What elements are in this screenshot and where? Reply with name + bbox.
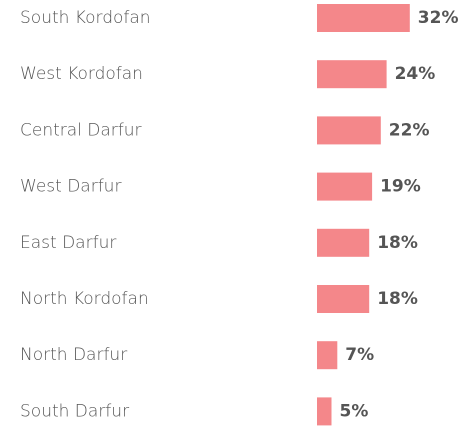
value-label: 7% xyxy=(345,345,374,365)
bar xyxy=(317,116,381,145)
value-label: 22% xyxy=(389,120,430,140)
value-label: 5% xyxy=(340,401,369,421)
value-label: 18% xyxy=(377,233,418,253)
bar xyxy=(317,341,338,370)
category-label: South Kordofan xyxy=(20,8,151,28)
value-label: 19% xyxy=(380,177,421,197)
category-label: North Kordofan xyxy=(20,289,149,309)
category-label: West Darfur xyxy=(20,177,121,197)
category-label: Central Darfur xyxy=(20,120,142,140)
bar xyxy=(317,397,332,426)
bar xyxy=(317,172,373,201)
category-label: West Kordofan xyxy=(20,64,143,84)
category-label: South Darfur xyxy=(20,401,129,421)
value-label: 32% xyxy=(418,8,459,28)
bar xyxy=(317,285,370,313)
bar xyxy=(317,4,410,32)
bar xyxy=(317,228,370,257)
value-label: 24% xyxy=(395,64,436,84)
value-label: 18% xyxy=(377,289,418,309)
category-label: East Darfur xyxy=(20,233,116,253)
category-label: North Darfur xyxy=(20,345,127,365)
bar xyxy=(317,60,387,89)
